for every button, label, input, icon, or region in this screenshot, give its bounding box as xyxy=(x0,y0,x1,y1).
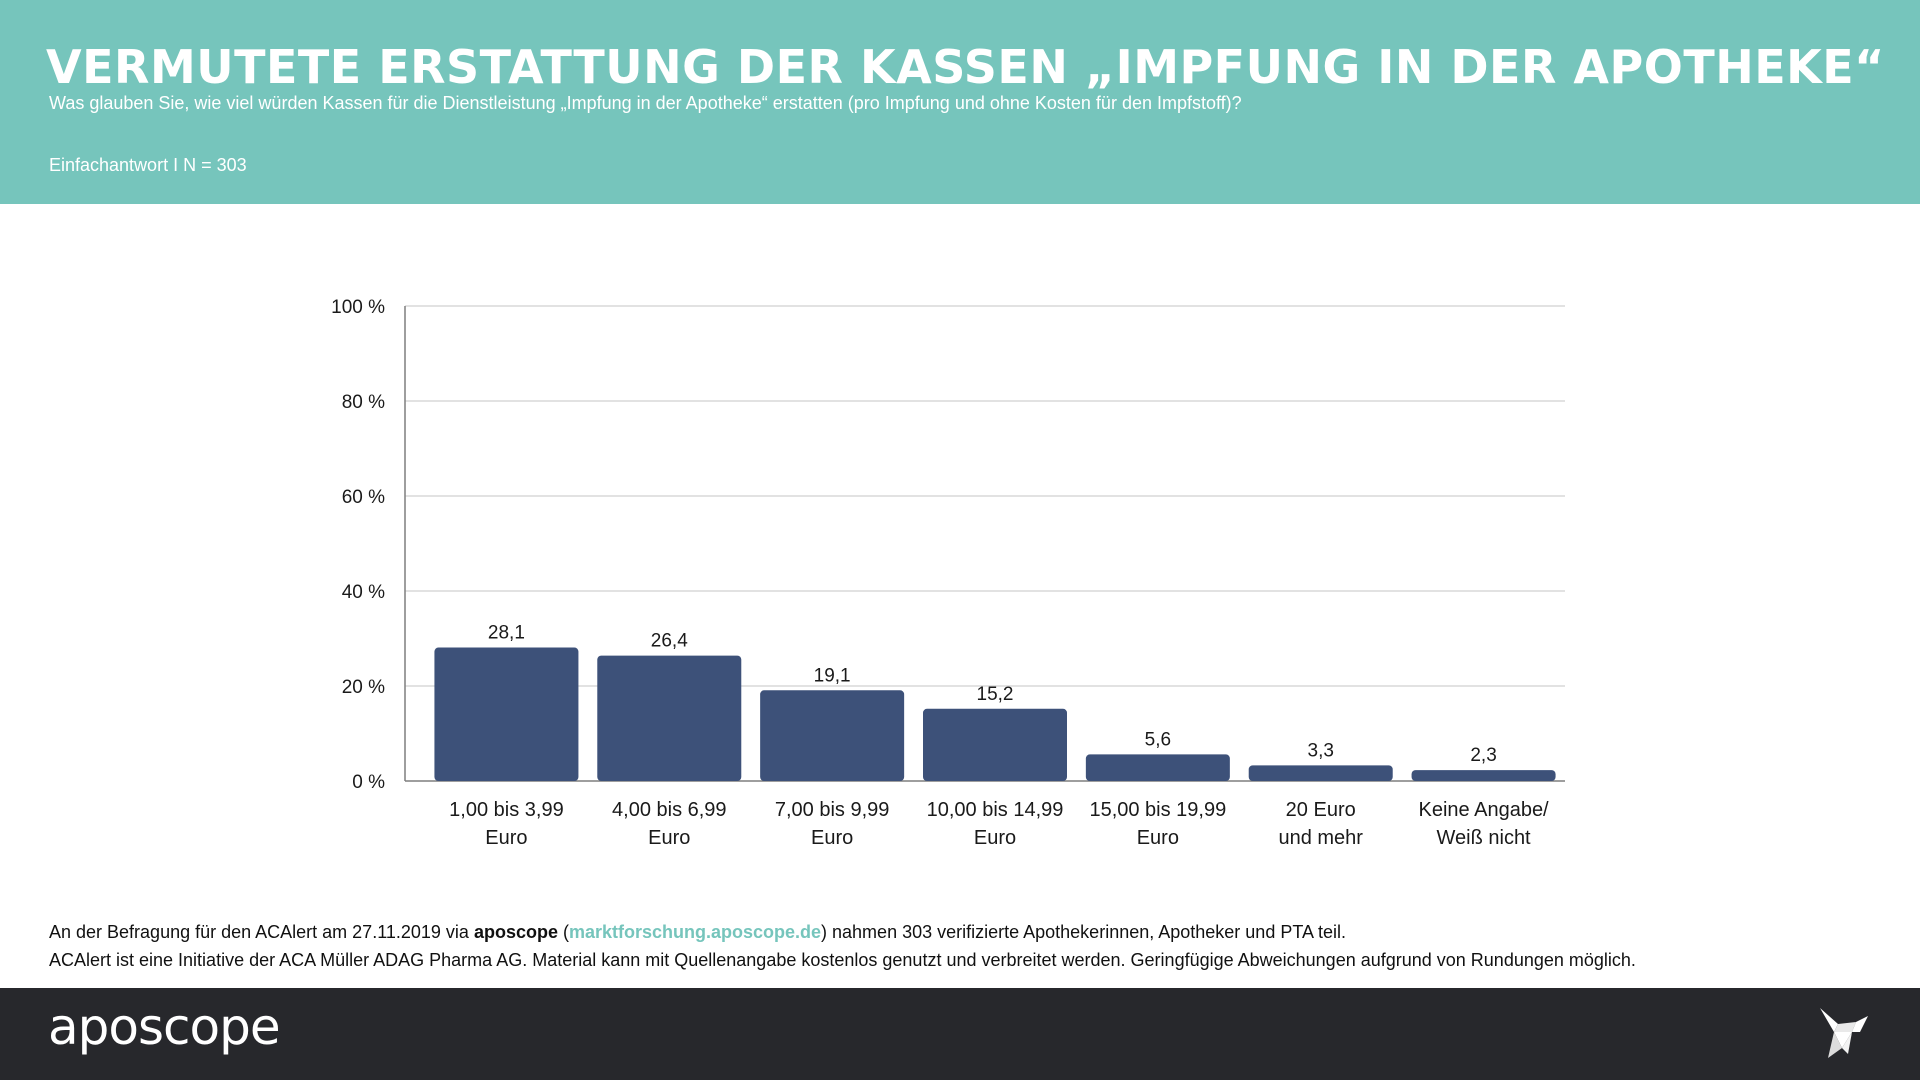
footnote-line-1: An der Befragung für den ACAlert am 27.1… xyxy=(49,918,1869,946)
bar xyxy=(1411,770,1556,781)
bar xyxy=(760,690,905,781)
footer-bar: aposcope xyxy=(0,988,1920,1080)
bar xyxy=(597,655,742,781)
x-tick-label: Euro xyxy=(1137,827,1179,849)
x-tick-label: Euro xyxy=(485,827,527,849)
bar xyxy=(1085,754,1230,781)
data-label: 26,4 xyxy=(651,631,688,652)
data-label: 28,1 xyxy=(488,623,525,644)
x-tick-label: Euro xyxy=(811,827,853,849)
question-subtitle: Was glauben Sie, wie viel würden Kassen … xyxy=(49,93,1242,113)
y-tick-label: 40 % xyxy=(342,582,385,603)
x-tick-label: Keine Angabe/ xyxy=(1419,799,1550,821)
data-label: 15,2 xyxy=(977,684,1014,705)
y-tick-label: 100 % xyxy=(331,297,385,318)
x-tick-label: Weiß nicht xyxy=(1437,827,1532,849)
data-label: 3,3 xyxy=(1308,740,1334,761)
aposcope-logo: aposcope xyxy=(48,998,281,1056)
origami-bird-icon xyxy=(1820,1008,1868,1058)
y-tick-label: 80 % xyxy=(342,392,385,413)
x-tick-label: Euro xyxy=(648,827,690,849)
data-label: 19,1 xyxy=(814,665,851,686)
sample-info: Einfachantwort I N = 303 xyxy=(49,155,247,175)
footnote-text-1: An der Befragung für den ACAlert am 27.1… xyxy=(49,922,474,942)
x-tick-label: 15,00 bis 19,99 xyxy=(1089,799,1226,821)
data-label: 2,3 xyxy=(1470,745,1496,766)
bar xyxy=(923,708,1067,781)
bar-chart: 0 % 20 % 40 % 60 % 80 % 100 % 28,1 1,00 bis 3,9… xyxy=(331,297,1565,849)
footnote-brand: aposcope xyxy=(473,922,558,942)
page-title: VERMUTETE ERSTATTUNG DER KASSEN „IMPFUNG… xyxy=(46,40,1885,94)
y-tick-label: 0 % xyxy=(352,772,385,793)
x-tick-label: 7,00 bis 9,99 xyxy=(775,799,890,821)
footnote-text-1-end: ) nahmen 303 verifizierte Apothekerinnen… xyxy=(821,922,1347,942)
bar xyxy=(434,647,579,781)
data-label: 5,6 xyxy=(1145,729,1171,750)
footnote-line-2: ACAlert ist eine Initiative der ACA Müll… xyxy=(49,950,1636,970)
x-tick-label: 1,00 bis 3,99 xyxy=(449,799,564,821)
y-tick-label: 60 % xyxy=(342,487,385,508)
footnote-paren-open: ( xyxy=(557,922,569,942)
x-tick-label: und mehr xyxy=(1278,827,1363,849)
x-tick-label: 4,00 bis 6,99 xyxy=(612,799,727,821)
bar xyxy=(1248,765,1393,781)
x-tick-label: 20 Euro xyxy=(1286,799,1356,821)
footnote-link[interactable]: marktforschung.aposcope.de xyxy=(568,922,822,942)
x-tick-label: Euro xyxy=(974,827,1016,849)
header-banner: VERMUTETE ERSTATTUNG DER KASSEN „IMPFUNG… xyxy=(0,0,1920,204)
footnotes: An der Befragung für den ACAlert am 27.1… xyxy=(49,918,1869,974)
y-tick-label: 20 % xyxy=(342,677,385,698)
x-tick-label: 10,00 bis 14,99 xyxy=(927,799,1064,821)
